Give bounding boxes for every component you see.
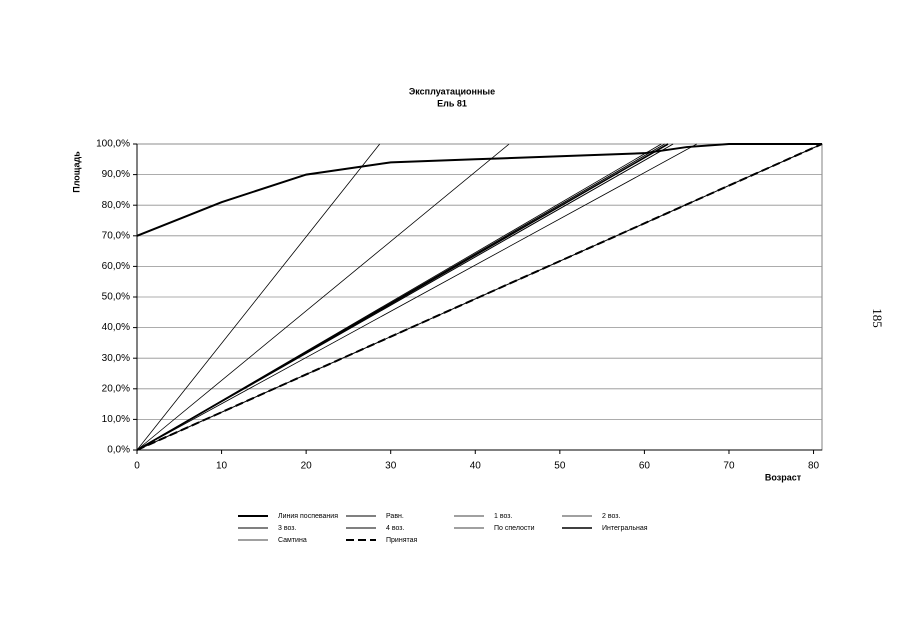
legend-label: 1 воз. xyxy=(494,513,513,520)
legend-label: Интегральная xyxy=(602,525,648,532)
series-line xyxy=(136,143,510,451)
page-number: 185 xyxy=(870,308,885,328)
series-line xyxy=(136,143,662,451)
legend-label: По спелости xyxy=(494,525,535,532)
chart-title: Эксплуатационные xyxy=(409,86,495,96)
x-tick-label: 0 xyxy=(134,461,140,472)
series-line xyxy=(136,143,823,451)
series-line xyxy=(136,143,669,451)
legend-label: 3 воз. xyxy=(278,525,297,532)
y-tick-label: 100,0% xyxy=(96,139,130,150)
series-line xyxy=(136,143,698,451)
y-tick-label: 50,0% xyxy=(102,292,130,303)
legend-label: Линия поспевания xyxy=(278,513,338,520)
x-tick-label: 40 xyxy=(470,461,482,472)
y-tick-label: 0,0% xyxy=(107,445,130,456)
y-tick-label: 60,0% xyxy=(102,261,130,272)
chart-subtitle: Ель 81 xyxy=(437,98,467,108)
series-line xyxy=(136,143,822,237)
x-tick-label: 60 xyxy=(639,461,651,472)
legend-label: Принятая xyxy=(386,537,418,544)
y-tick-label: 20,0% xyxy=(102,383,130,394)
y-tick-label: 40,0% xyxy=(102,322,130,333)
x-tick-label: 50 xyxy=(554,461,566,472)
legend-label: Самтина xyxy=(278,537,307,544)
x-tick-label: 20 xyxy=(301,461,313,472)
y-tick-label: 30,0% xyxy=(102,353,130,364)
y-tick-label: 70,0% xyxy=(102,230,130,241)
y-tick-label: 10,0% xyxy=(102,414,130,425)
x-axis-label: Возраст xyxy=(765,472,802,482)
y-tick-label: 80,0% xyxy=(102,200,130,211)
legend-label: Равн. xyxy=(386,513,404,520)
legend-label: 2 воз. xyxy=(602,513,621,520)
series-line xyxy=(136,143,381,451)
x-tick-label: 10 xyxy=(216,461,228,472)
x-tick-label: 70 xyxy=(723,461,735,472)
y-tick-label: 90,0% xyxy=(102,169,130,180)
legend-label: 4 воз. xyxy=(386,525,405,532)
x-tick-label: 80 xyxy=(808,461,820,472)
x-tick-label: 30 xyxy=(385,461,397,472)
y-axis-label: Площадь xyxy=(71,151,81,193)
